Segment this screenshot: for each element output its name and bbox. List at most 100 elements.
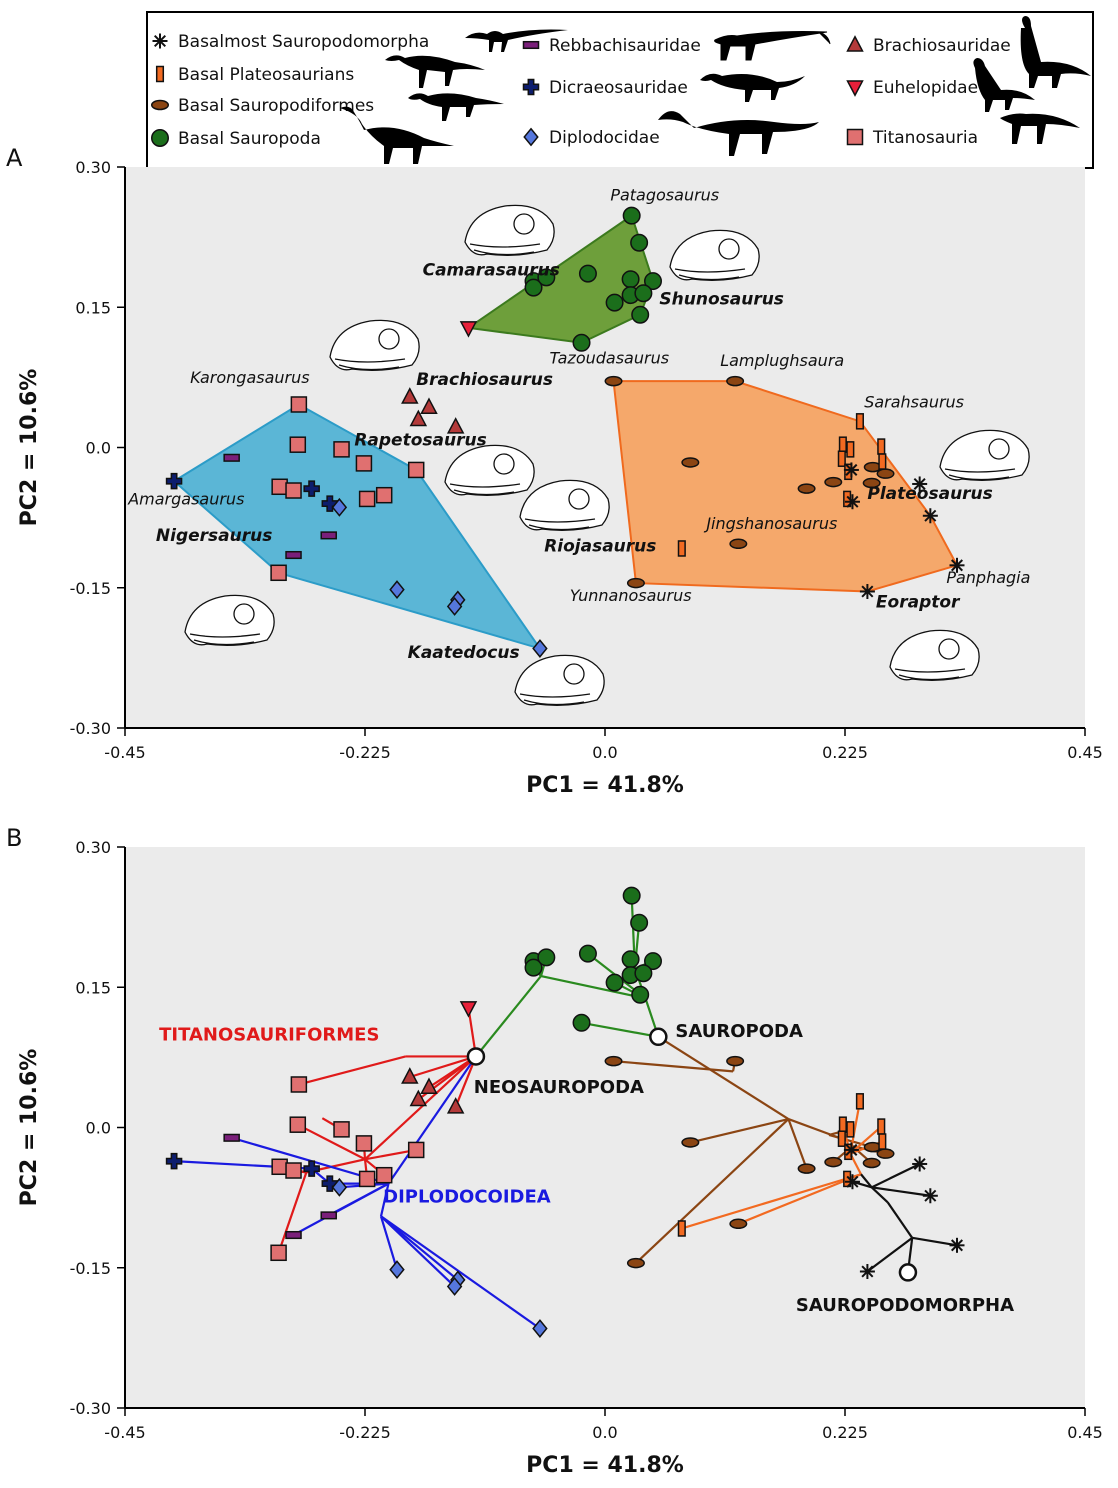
legend: Basalmost Sauropodomorpha Basal Plateosau… (146, 11, 1094, 169)
legend-marker-bsm (152, 33, 168, 49)
point-bsm (912, 476, 928, 492)
point-bsp (578, 264, 597, 283)
point-tit (333, 1121, 350, 1138)
point-bsp (622, 886, 641, 905)
point-tit (289, 1116, 307, 1133)
point-reb (285, 1230, 302, 1240)
point-tit (333, 441, 350, 458)
taxon-label: Amargasaurus (127, 490, 244, 509)
point-dic (321, 1175, 339, 1192)
silhouette-icon (714, 31, 831, 61)
point-dic (303, 480, 320, 497)
point-bsp (578, 944, 597, 963)
panel-label-b: B (6, 824, 22, 852)
point-bsp (572, 1013, 591, 1032)
x-axis-label: PC1 = 41.8% (526, 1453, 684, 1478)
point-bpl (837, 450, 846, 467)
point-bsp (630, 913, 649, 932)
tree-edge (380, 1215, 459, 1281)
point-bsf (862, 1157, 881, 1169)
tree-edge (912, 1236, 958, 1247)
x-tick-label: 0.0 (592, 743, 617, 762)
plot-area (125, 847, 1085, 1408)
silhouette-icon (1000, 113, 1080, 144)
tree-edge (328, 1182, 389, 1217)
point-bsf (729, 1218, 748, 1230)
node-label: SAUROPODA (675, 1021, 803, 1042)
tree-edge (690, 1118, 789, 1144)
point-tit (270, 1244, 287, 1262)
legend-marker-bra (846, 35, 864, 52)
tree-edge (737, 1173, 862, 1225)
y-axis-label: PC2 = 10.6% (17, 1049, 42, 1207)
point-dip (389, 580, 405, 600)
point-bsm (859, 583, 875, 599)
point-tit (290, 1076, 308, 1093)
legend-label-bsp: Basal Sauropoda (178, 129, 321, 149)
points (165, 206, 965, 658)
point-bsf (626, 1257, 645, 1269)
y-tick-label: -0.15 (70, 1259, 111, 1278)
skull-icon (519, 479, 610, 531)
x-axis-label: PC1 = 41.8% (526, 773, 684, 798)
taxon-label: Rapetosaurus (354, 431, 486, 451)
point-bpl (878, 453, 887, 470)
legend-label-bpl: Basal Plateosaurians (178, 65, 354, 85)
y-tick-label: -0.15 (70, 579, 111, 598)
point-bra (446, 1097, 465, 1114)
point-bsp (524, 958, 543, 977)
point-tit (290, 396, 308, 413)
y-tick-label: -0.30 (70, 1399, 111, 1418)
point-bra (420, 1077, 438, 1095)
skull-icon (939, 429, 1030, 481)
point-bpl (846, 1121, 855, 1138)
node-label: NEOSAUROPODA (474, 1077, 644, 1098)
legend-marker-dic (522, 78, 540, 96)
clade-label: TITANOSAURIFORMES (159, 1025, 379, 1046)
point-bpl (677, 540, 686, 557)
tree-edge (298, 1055, 406, 1086)
tree-edge (297, 1123, 366, 1161)
point-bsm (922, 508, 938, 524)
taxon-label: Tazoudasaurus (550, 348, 670, 367)
skull-icon (444, 444, 535, 496)
tree-edge (277, 1172, 308, 1254)
point-bra (401, 387, 419, 404)
point-bsf (604, 375, 623, 387)
skull-icon (464, 204, 555, 256)
point-tit (375, 486, 393, 504)
skull-icon (184, 594, 275, 646)
point-dip (331, 497, 348, 517)
point-bsp (644, 952, 662, 971)
taxon-label: Eoraptor (876, 592, 961, 612)
point-bra (409, 1089, 428, 1107)
y-axis-label: PC2 = 10.6% (17, 369, 42, 527)
point-bpl (838, 1116, 847, 1133)
taxon-label: Nigersaurus (156, 526, 272, 546)
point-bsp (631, 985, 650, 1004)
ancestral-node (649, 1027, 668, 1047)
point-bsp (622, 206, 641, 225)
point-bra (409, 409, 428, 427)
point-dip (389, 1260, 405, 1280)
point-dip (532, 639, 548, 658)
legend-silhouettes (340, 16, 1091, 164)
point-tit (375, 1166, 393, 1184)
point-tit (285, 1162, 302, 1179)
point-bsp (621, 270, 640, 289)
silhouette-icon (385, 55, 485, 88)
convex-hull (172, 403, 543, 651)
silhouette-icon (1020, 16, 1091, 88)
legend-box (146, 11, 1094, 169)
legend-label-bra: Brachiosauridae (873, 36, 1011, 56)
point-dic (303, 1160, 320, 1177)
tree-edge (866, 1236, 913, 1273)
point-bsm (844, 1174, 860, 1190)
point-dip (331, 1177, 348, 1197)
ancestral-node (898, 1263, 918, 1282)
point-reb (223, 1133, 240, 1142)
point-euh (459, 321, 478, 338)
point-bsf (626, 577, 645, 589)
x-tick-label: -0.225 (339, 1423, 391, 1442)
legend-marker-bsf (151, 99, 169, 111)
